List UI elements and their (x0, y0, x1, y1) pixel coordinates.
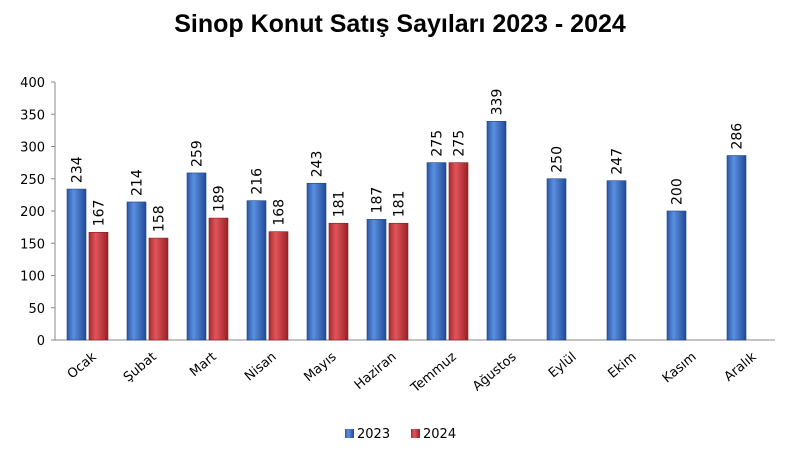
x-tick-label: Nisan (242, 350, 279, 385)
bar-2024-Şubat (148, 237, 169, 341)
bar-2024-Haziran (388, 222, 409, 341)
bar-2023-Mart (186, 172, 207, 341)
x-tick-label: Eylül (546, 350, 580, 382)
data-label: 234 (70, 156, 86, 183)
legend-label-2024: 2024 (423, 427, 456, 442)
x-tick-label: Mart (187, 350, 219, 381)
bar-2024-Mayıs (328, 222, 349, 341)
x-tick-label: Kasım (660, 350, 700, 387)
x-tick-label: Şubat (121, 350, 160, 386)
bar-2023-Nisan (246, 200, 267, 341)
data-label: 200 (670, 178, 686, 205)
legend-swatch-2023 (345, 429, 354, 438)
data-label: 275 (452, 130, 468, 157)
y-tick-label: 150 (20, 237, 45, 252)
y-tick-label: 300 (20, 141, 45, 156)
bar-2023-Şubat (126, 201, 147, 341)
x-tick-label: Aralık (722, 349, 760, 385)
x-tick-label: Ağustos (470, 349, 520, 394)
data-label: 181 (332, 191, 348, 218)
x-tick-label: Mayıs (301, 349, 339, 385)
y-tick-label: 350 (20, 108, 45, 123)
data-label: 286 (730, 123, 746, 150)
y-tick-label: 0 (37, 334, 45, 349)
bar-2023-Eylül (546, 178, 567, 341)
data-label: 216 (250, 168, 266, 195)
y-tick-label: 200 (20, 205, 45, 220)
bar-2023-Temmuz (426, 162, 447, 341)
bar-2023-Ağustos (486, 121, 507, 341)
legend-swatch-2024 (411, 429, 420, 438)
bar-2023-Kasım (666, 210, 687, 341)
y-tick-label: 50 (28, 302, 45, 317)
bar-2023-Mayıs (306, 182, 327, 341)
data-label: 243 (310, 151, 326, 178)
y-tick-label: 100 (20, 270, 45, 285)
data-label: 189 (212, 185, 228, 212)
bar-2024-Nisan (268, 231, 289, 341)
data-label: 259 (190, 140, 206, 167)
data-label: 187 (370, 187, 386, 214)
legend-label-2023: 2023 (357, 427, 390, 442)
y-tick-label: 250 (20, 173, 45, 188)
bar-2024-Ocak (88, 231, 109, 341)
data-label: 181 (392, 191, 408, 218)
x-tick-label: Ocak (65, 349, 100, 382)
x-tick-label: Ekim (605, 350, 639, 382)
bar-2024-Mart (208, 217, 229, 341)
data-label: 250 (550, 146, 566, 173)
data-label: 339 (490, 89, 506, 116)
data-label: 247 (610, 148, 626, 175)
y-tick-label: 400 (20, 76, 45, 91)
data-label: 275 (430, 130, 446, 157)
data-label: 214 (130, 169, 146, 196)
data-label: 168 (272, 199, 288, 226)
bar-2023-Ocak (66, 188, 87, 341)
bar-2023-Ekim (606, 180, 627, 341)
data-label: 158 (152, 205, 168, 232)
bar-2024-Temmuz (448, 162, 469, 341)
bar-2023-Aralık (726, 155, 747, 341)
x-tick-label: Temmuz (408, 349, 460, 396)
chart-title: Sinop Konut Satış Sayıları 2023 - 2024 (174, 10, 626, 38)
bar-2023-Haziran (366, 219, 387, 341)
x-tick-label: Haziran (352, 350, 400, 393)
data-label: 167 (92, 200, 108, 227)
